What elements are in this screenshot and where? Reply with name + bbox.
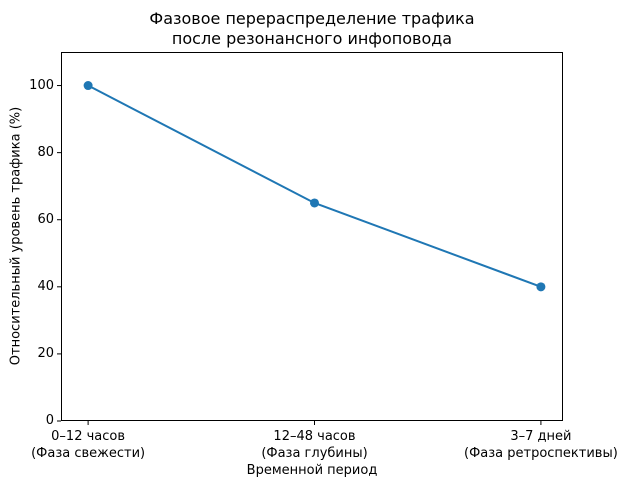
chart-title: Фазовое перераспределение трафика после … xyxy=(149,9,475,48)
x-tick-label: 12–48 часов (Фаза глубины) xyxy=(261,429,368,461)
y-tick-label: 80 xyxy=(37,144,54,160)
y-tick-label: 60 xyxy=(37,211,54,227)
x-tick-label: 3–7 дней (Фаза ретроспективы) xyxy=(464,429,618,461)
plot-area xyxy=(61,52,563,421)
y-axis-label: Относительный уровень трафика (%) xyxy=(8,106,24,366)
y-tick-label: 20 xyxy=(37,345,54,361)
x-tick-label: 0–12 часов (Фаза свежести) xyxy=(31,429,146,461)
y-tick-label: 40 xyxy=(37,278,54,294)
y-tick-label: 0 xyxy=(45,413,54,428)
x-axis-label: Временной период xyxy=(246,463,378,478)
y-tick-label: 100 xyxy=(29,77,54,93)
